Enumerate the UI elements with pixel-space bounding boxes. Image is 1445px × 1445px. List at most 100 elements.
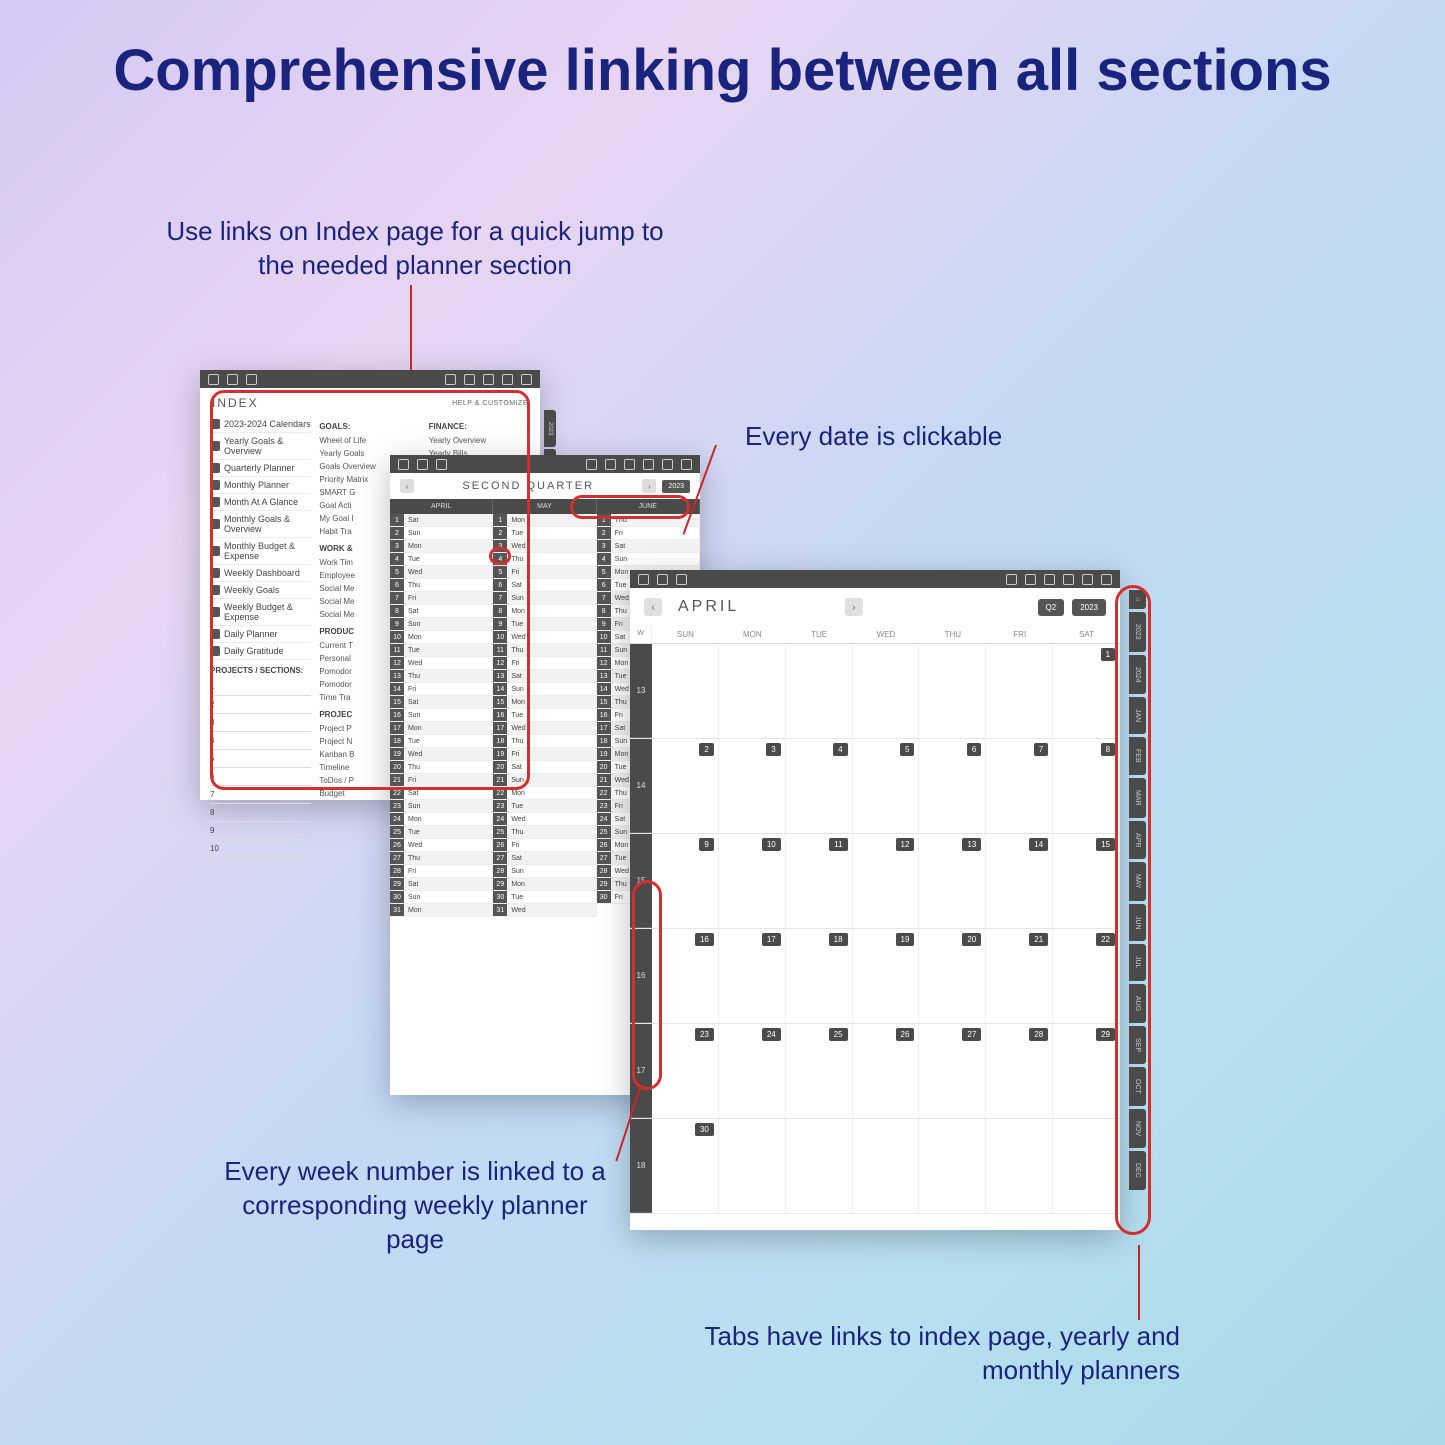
date-row[interactable]: 25Thu xyxy=(493,826,595,839)
date-cell[interactable]: 15 xyxy=(1053,834,1120,928)
date-cell[interactable]: 20 xyxy=(919,929,986,1023)
prev-arrow[interactable]: ‹ xyxy=(400,479,414,493)
date-row[interactable]: 10Mon xyxy=(390,631,492,644)
project-slot[interactable]: 2 xyxy=(210,696,311,714)
date-row[interactable]: 27Sat xyxy=(493,852,595,865)
date-cell[interactable]: 29 xyxy=(1053,1024,1120,1118)
date-cell[interactable] xyxy=(986,644,1053,738)
date-row[interactable]: 10Wed xyxy=(493,631,595,644)
date-row[interactable]: 28Sun xyxy=(493,865,595,878)
date-row[interactable]: 24Wed xyxy=(493,813,595,826)
nav-icon[interactable] xyxy=(1101,574,1112,585)
date-row[interactable]: 2Sun xyxy=(390,527,492,540)
date-row[interactable]: 26Fri xyxy=(493,839,595,852)
project-slot[interactable]: 10 xyxy=(210,840,311,858)
date-cell[interactable]: 14 xyxy=(986,834,1053,928)
date-row[interactable]: 14Sun xyxy=(493,683,595,696)
date-row[interactable]: 25Tue xyxy=(390,826,492,839)
date-cell[interactable]: 5 xyxy=(853,739,920,833)
index-link[interactable]: Monthly Planner xyxy=(210,477,311,494)
date-cell[interactable] xyxy=(853,644,920,738)
date-row[interactable]: 6Sat xyxy=(493,579,595,592)
date-row[interactable]: 9Tue xyxy=(493,618,595,631)
date-cell[interactable]: 22 xyxy=(1053,929,1120,1023)
project-slot[interactable]: 8 xyxy=(210,804,311,822)
date-row[interactable]: 8Mon xyxy=(493,605,595,618)
quarter-badge[interactable]: Q2 xyxy=(1038,599,1065,616)
nav-icon[interactable] xyxy=(445,374,456,385)
date-cell[interactable] xyxy=(919,644,986,738)
date-row[interactable]: 23Tue xyxy=(493,800,595,813)
project-slot[interactable]: 6 xyxy=(210,768,311,786)
week-number[interactable]: 18 xyxy=(630,1119,652,1213)
date-row[interactable]: 30Sun xyxy=(390,891,492,904)
index-link[interactable]: Wheel of Life xyxy=(319,434,420,447)
date-cell[interactable]: 11 xyxy=(786,834,853,928)
date-row[interactable]: 15Sat xyxy=(390,696,492,709)
date-row[interactable]: 3Wed xyxy=(493,540,595,553)
date-row[interactable]: 3Mon xyxy=(390,540,492,553)
nav-icon[interactable] xyxy=(1025,574,1036,585)
nav-icon[interactable] xyxy=(657,574,668,585)
date-row[interactable]: 27Thu xyxy=(390,852,492,865)
index-link[interactable]: Monthly Goals & Overview xyxy=(210,511,311,538)
home-icon[interactable] xyxy=(208,374,219,385)
side-tab[interactable]: 2024 xyxy=(1129,655,1146,695)
nav-icon[interactable] xyxy=(605,459,616,470)
month-tab[interactable]: MAY xyxy=(493,499,596,514)
side-tab[interactable]: APR xyxy=(1129,821,1146,859)
side-tab[interactable]: JUL xyxy=(1129,944,1146,980)
date-row[interactable]: 5Fri xyxy=(493,566,595,579)
date-cell[interactable]: 21 xyxy=(986,929,1053,1023)
date-row[interactable]: 14Fri xyxy=(390,683,492,696)
date-row[interactable]: 23Sun xyxy=(390,800,492,813)
side-tab[interactable]: 2023 xyxy=(544,410,556,447)
nav-icon[interactable] xyxy=(464,374,475,385)
date-row[interactable]: 28Fri xyxy=(390,865,492,878)
date-cell[interactable]: 7 xyxy=(986,739,1053,833)
nav-icon[interactable] xyxy=(521,374,532,385)
date-row[interactable]: 13Sat xyxy=(493,670,595,683)
date-cell[interactable]: 18 xyxy=(786,929,853,1023)
next-arrow[interactable]: › xyxy=(642,479,656,493)
side-tab[interactable]: DEC xyxy=(1129,1151,1146,1190)
date-cell[interactable] xyxy=(652,644,719,738)
date-cell[interactable]: 27 xyxy=(919,1024,986,1118)
date-cell[interactable] xyxy=(786,644,853,738)
week-number[interactable]: 16 xyxy=(630,929,652,1023)
date-cell[interactable]: 12 xyxy=(853,834,920,928)
index-link[interactable]: Monthly Budget & Expense xyxy=(210,538,311,565)
week-number[interactable]: 13 xyxy=(630,644,652,738)
side-tab[interactable]: FEB xyxy=(1129,737,1146,775)
date-row[interactable]: 18Tue xyxy=(390,735,492,748)
date-cell[interactable]: 1 xyxy=(1053,644,1120,738)
nav-icon[interactable] xyxy=(1006,574,1017,585)
date-row[interactable]: 20Sat xyxy=(493,761,595,774)
date-row[interactable]: 17Mon xyxy=(390,722,492,735)
date-row[interactable]: 31Mon xyxy=(390,904,492,917)
side-tab[interactable]: NOV xyxy=(1129,1109,1146,1148)
nav-icon[interactable] xyxy=(624,459,635,470)
date-cell[interactable]: 6 xyxy=(919,739,986,833)
date-row[interactable]: 1Thu xyxy=(597,514,699,527)
date-row[interactable]: 1Sat xyxy=(390,514,492,527)
index-link[interactable]: Month At A Glance xyxy=(210,494,311,511)
date-cell[interactable]: 24 xyxy=(719,1024,786,1118)
nav-icon[interactable] xyxy=(662,459,673,470)
nav-icon[interactable] xyxy=(586,459,597,470)
date-cell[interactable] xyxy=(786,1119,853,1213)
date-cell[interactable] xyxy=(853,1119,920,1213)
nav-icon[interactable] xyxy=(502,374,513,385)
date-row[interactable]: 16Sun xyxy=(390,709,492,722)
date-cell[interactable]: 2 xyxy=(652,739,719,833)
date-row[interactable]: 22Sat xyxy=(390,787,492,800)
nav-icon[interactable] xyxy=(643,459,654,470)
date-cell[interactable]: 26 xyxy=(853,1024,920,1118)
date-cell[interactable]: 25 xyxy=(786,1024,853,1118)
year-badge[interactable]: 2023 xyxy=(662,480,690,493)
date-row[interactable]: 16Tue xyxy=(493,709,595,722)
index-link[interactable]: Weekly Goals xyxy=(210,582,311,599)
nav-icon[interactable] xyxy=(681,459,692,470)
date-cell[interactable]: 23 xyxy=(652,1024,719,1118)
project-slot[interactable]: 9 xyxy=(210,822,311,840)
